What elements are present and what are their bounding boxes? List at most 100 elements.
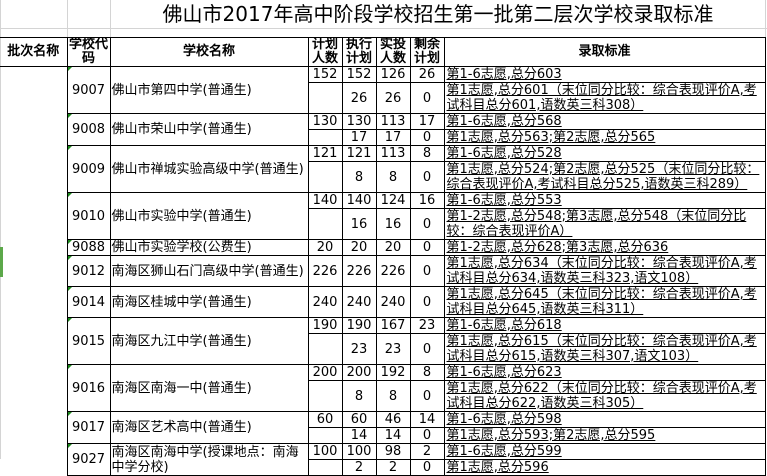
plan-cell[interactable] (307, 208, 343, 240)
school-name-cell[interactable]: 南海区狮山石门高级中学(普通生) (109, 255, 309, 287)
criteria-cell[interactable]: 第1志愿,总分634（末位同分比较：综合表现评价A,考试科目总分634,语数英三… (443, 255, 766, 287)
actual-cell[interactable]: 14 (375, 427, 411, 444)
criteria-cell[interactable]: 第1-2志愿,总分628;第3志愿,总分636 (443, 239, 766, 256)
remain-cell[interactable]: 0 (409, 427, 445, 444)
actual-cell[interactable]: 192 (375, 364, 411, 381)
school-name-cell[interactable]: 佛山市实验中学(普通生) (109, 192, 309, 240)
criteria-cell[interactable]: 第1志愿,总分563;第2志愿,总分565 (443, 129, 766, 146)
criteria-cell[interactable]: 第1-6志愿,总分528 (443, 145, 766, 162)
criteria-cell[interactable]: 第1-6志愿,总分603 (443, 66, 766, 83)
criteria-cell[interactable]: 第1-6志愿,总分598 (443, 411, 766, 428)
plan-cell[interactable] (307, 380, 343, 412)
remain-cell[interactable]: 8 (409, 145, 445, 162)
school-name-cell[interactable]: 佛山市第四中学(普通生) (109, 66, 309, 114)
school-name-cell[interactable]: 佛山市荣山中学(普通生) (109, 113, 309, 146)
school-code-cell[interactable]: 9027 (66, 443, 111, 476)
plan-cell[interactable]: 121 (307, 145, 343, 162)
remain-cell[interactable]: 0 (409, 286, 445, 318)
exec-plan-cell[interactable]: 121 (341, 145, 377, 162)
exec-plan-cell[interactable]: 26 (341, 82, 377, 114)
criteria-cell[interactable]: 第1志愿,总分601（末位同分比较：综合表现评价A,考试科目总分601,语数英三… (443, 82, 766, 114)
remain-cell[interactable]: 0 (409, 459, 445, 476)
plan-cell[interactable]: 152 (307, 66, 343, 83)
plan-cell[interactable] (307, 427, 343, 444)
exec-plan-cell[interactable]: 226 (341, 255, 377, 287)
school-name-cell[interactable]: 南海区南海中学(授课地点：南海中学分校) (109, 443, 309, 476)
plan-cell[interactable]: 200 (307, 364, 343, 381)
plan-cell[interactable]: 60 (307, 411, 343, 428)
plan-cell[interactable] (307, 333, 343, 365)
criteria-cell[interactable]: 第1志愿,总分622（末位同分比较：综合表现评价A,考试科目总分622,语数英三… (443, 380, 766, 412)
plan-cell[interactable] (307, 82, 343, 114)
plan-cell[interactable] (307, 459, 343, 476)
remain-cell[interactable]: 23 (409, 317, 445, 334)
school-code-cell[interactable]: 9008 (66, 113, 111, 146)
actual-cell[interactable]: 113 (375, 145, 411, 162)
school-code-cell[interactable]: 9017 (66, 411, 111, 444)
school-code-cell[interactable]: 9014 (66, 286, 111, 318)
plan-cell[interactable]: 20 (307, 239, 343, 256)
actual-cell[interactable]: 167 (375, 317, 411, 334)
actual-cell[interactable]: 98 (375, 443, 411, 460)
plan-cell[interactable] (307, 161, 343, 193)
actual-cell[interactable]: 124 (375, 192, 411, 209)
header-exec[interactable]: 执行计划 (341, 37, 377, 67)
plan-cell[interactable] (307, 129, 343, 146)
exec-plan-cell[interactable]: 23 (341, 333, 377, 365)
actual-cell[interactable]: 23 (375, 333, 411, 365)
remain-cell[interactable]: 0 (409, 239, 445, 256)
exec-plan-cell[interactable]: 60 (341, 411, 377, 428)
actual-cell[interactable]: 26 (375, 82, 411, 114)
exec-plan-cell[interactable]: 20 (341, 239, 377, 256)
remain-cell[interactable]: 0 (409, 333, 445, 365)
school-code-cell[interactable]: 9088 (66, 239, 111, 256)
header-plan[interactable]: 计划人数 (307, 37, 343, 67)
plan-cell[interactable]: 140 (307, 192, 343, 209)
exec-plan-cell[interactable]: 17 (341, 129, 377, 146)
school-code-cell[interactable]: 9007 (66, 66, 111, 114)
exec-plan-cell[interactable]: 2 (341, 459, 377, 476)
plan-cell[interactable]: 100 (307, 443, 343, 460)
criteria-cell[interactable]: 第1志愿,总分645（末位同分比较：综合表现评价A,考试科目总分645,语数英三… (443, 286, 766, 318)
remain-cell[interactable]: 2 (409, 443, 445, 460)
criteria-cell[interactable]: 第1志愿,总分596 (443, 459, 766, 476)
exec-plan-cell[interactable]: 8 (341, 380, 377, 412)
criteria-cell[interactable]: 第1-2志愿,总分548;第3志愿,总分548（末位同分比较：综合表现评价A） (443, 208, 766, 240)
exec-plan-cell[interactable]: 240 (341, 286, 377, 318)
actual-cell[interactable]: 8 (375, 161, 411, 193)
remain-cell[interactable]: 0 (409, 380, 445, 412)
remain-cell[interactable]: 0 (409, 161, 445, 193)
exec-plan-cell[interactable]: 200 (341, 364, 377, 381)
actual-cell[interactable]: 2 (375, 459, 411, 476)
exec-plan-cell[interactable]: 14 (341, 427, 377, 444)
criteria-cell[interactable]: 第1志愿,总分524;第2志愿,总分525（末位同分比较：综合表现评价A,考试科… (443, 161, 766, 193)
plan-cell[interactable]: 190 (307, 317, 343, 334)
criteria-cell[interactable]: 第1-6志愿,总分618 (443, 317, 766, 334)
actual-cell[interactable]: 17 (375, 129, 411, 146)
header-actual[interactable]: 实投人数 (375, 37, 411, 67)
remain-cell[interactable]: 17 (409, 113, 445, 130)
remain-cell[interactable]: 0 (409, 255, 445, 287)
actual-cell[interactable]: 8 (375, 380, 411, 412)
actual-cell[interactable]: 16 (375, 208, 411, 240)
criteria-cell[interactable]: 第1志愿,总分593;第2志愿,总分595 (443, 427, 766, 444)
actual-cell[interactable]: 20 (375, 239, 411, 256)
school-code-cell[interactable]: 9016 (66, 364, 111, 412)
exec-plan-cell[interactable]: 130 (341, 113, 377, 130)
remain-cell[interactable]: 0 (409, 129, 445, 146)
exec-plan-cell[interactable]: 190 (341, 317, 377, 334)
criteria-cell[interactable]: 第1-6志愿,总分568 (443, 113, 766, 130)
school-code-cell[interactable]: 9009 (66, 145, 111, 193)
criteria-cell[interactable]: 第1-6志愿,总分599 (443, 443, 766, 460)
header-code[interactable]: 学校代码 (66, 37, 111, 67)
plan-cell[interactable]: 130 (307, 113, 343, 130)
header-batch[interactable]: 批次名称 (0, 37, 68, 67)
batch-cell[interactable] (0, 66, 68, 476)
school-name-cell[interactable]: 南海区桂城中学(普通生) (109, 286, 309, 318)
school-name-cell[interactable]: 南海区南海一中(普通生) (109, 364, 309, 412)
header-criteria[interactable]: 录取标准 (443, 37, 766, 67)
actual-cell[interactable]: 113 (375, 113, 411, 130)
exec-plan-cell[interactable]: 16 (341, 208, 377, 240)
school-code-cell[interactable]: 9012 (66, 255, 111, 287)
remain-cell[interactable]: 16 (409, 192, 445, 209)
